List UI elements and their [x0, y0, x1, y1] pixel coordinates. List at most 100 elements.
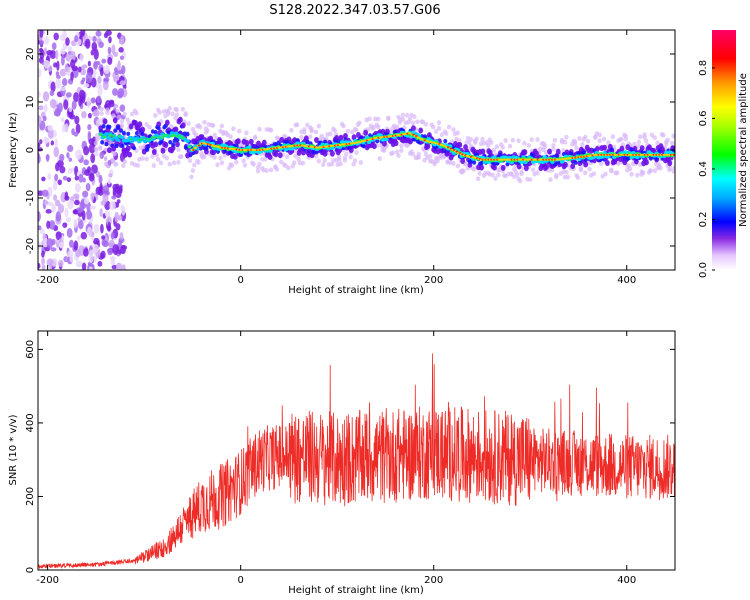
noise-blob — [122, 84, 127, 90]
band-blob — [107, 147, 112, 154]
snr-y-label: SNR (10 * v/v) — [8, 414, 19, 485]
y-tick-label: 0 — [25, 147, 36, 153]
halo-blob — [436, 120, 442, 126]
band-blob — [463, 144, 468, 151]
peak-blob — [318, 146, 322, 149]
halo-blob — [212, 155, 217, 160]
noise-blob — [87, 124, 92, 131]
noise-blob — [116, 262, 122, 270]
noise-blob — [119, 80, 126, 86]
halo-blob — [580, 142, 585, 147]
noise-blob — [77, 217, 81, 222]
core-blob — [268, 149, 273, 153]
noise-blob — [114, 69, 120, 76]
noise-blob — [55, 231, 62, 241]
halo-blob — [328, 131, 333, 137]
noise-blob — [112, 244, 120, 255]
halo-blob — [446, 124, 452, 130]
halo-blob — [496, 172, 501, 178]
noise-blob — [119, 55, 124, 61]
noise-blob — [71, 100, 77, 110]
noise-blob — [66, 152, 70, 159]
noise-blob — [108, 36, 112, 44]
halo-blob — [507, 143, 513, 149]
peak-blob — [401, 133, 406, 136]
x-tick-label: 400 — [617, 575, 636, 586]
halo-blob — [672, 165, 675, 170]
noise-blob — [67, 168, 73, 174]
halo-blob — [661, 132, 666, 138]
noise-blob — [57, 203, 65, 214]
noise-blob — [74, 182, 81, 193]
halo-blob — [153, 113, 158, 118]
noise-blob — [104, 156, 108, 162]
core-blob — [129, 139, 134, 144]
noise-blob — [117, 88, 125, 98]
halo-blob — [176, 147, 181, 153]
halo-blob — [251, 161, 256, 167]
noise-blob — [88, 143, 96, 154]
noise-blob — [41, 257, 45, 266]
halo-blob — [167, 106, 172, 111]
halo-blob — [307, 134, 313, 140]
halo-blob — [551, 143, 556, 148]
noise-blob — [97, 75, 102, 84]
peak-blob — [367, 138, 371, 141]
peak-blob — [265, 147, 270, 151]
noise-blob — [56, 60, 60, 71]
band-blob — [632, 145, 638, 152]
halo-blob — [528, 177, 533, 183]
noise-blob — [46, 238, 54, 249]
halo-blob — [134, 110, 139, 116]
band-blob — [102, 118, 108, 125]
halo-blob — [529, 137, 534, 143]
noise-blob — [41, 250, 45, 258]
halo-blob — [125, 117, 130, 123]
halo-blob — [468, 136, 474, 142]
halo-blob — [99, 106, 104, 112]
colorbar-tick-label: 0.6 — [698, 110, 709, 126]
halo-blob — [257, 161, 262, 167]
halo-blob — [597, 138, 602, 144]
peak-blob — [263, 148, 267, 151]
noise-blob — [47, 125, 54, 132]
noise-blob — [69, 114, 76, 120]
noise-blob — [94, 151, 99, 157]
halo-blob — [642, 132, 647, 138]
noise-blob — [64, 123, 69, 133]
band-blob — [168, 140, 173, 145]
halo-blob — [202, 119, 207, 125]
peak-blob — [452, 149, 456, 151]
spectrogram-x-label: Height of straight line (km) — [288, 285, 424, 296]
halo-blob — [190, 126, 196, 132]
band-blob — [145, 147, 150, 152]
noise-blob — [92, 244, 99, 253]
halo-blob — [652, 135, 657, 140]
halo-blob — [598, 161, 604, 167]
band-blob — [314, 136, 319, 143]
peak-blob — [416, 136, 421, 139]
noise-blob — [38, 68, 42, 78]
peak-blob — [358, 140, 363, 143]
halo-blob — [174, 112, 180, 118]
noise-blob — [55, 50, 59, 60]
band-blob — [418, 127, 424, 134]
noise-blob — [115, 223, 121, 231]
peak-blob — [561, 158, 565, 161]
halo-blob — [215, 162, 220, 168]
noise-blob — [87, 226, 92, 237]
band-blob — [163, 141, 169, 148]
halo-blob — [292, 160, 297, 166]
noise-blob — [83, 247, 89, 257]
x-tick-label: 200 — [424, 575, 443, 586]
halo-blob — [432, 161, 437, 167]
band-blob — [582, 149, 587, 155]
noise-blob — [99, 208, 103, 218]
halo-blob — [179, 154, 184, 160]
noise-blob — [118, 39, 124, 45]
noise-blob — [43, 36, 50, 45]
noise-blob — [100, 250, 106, 259]
peak-blob — [555, 158, 560, 161]
halo-blob — [585, 138, 591, 144]
